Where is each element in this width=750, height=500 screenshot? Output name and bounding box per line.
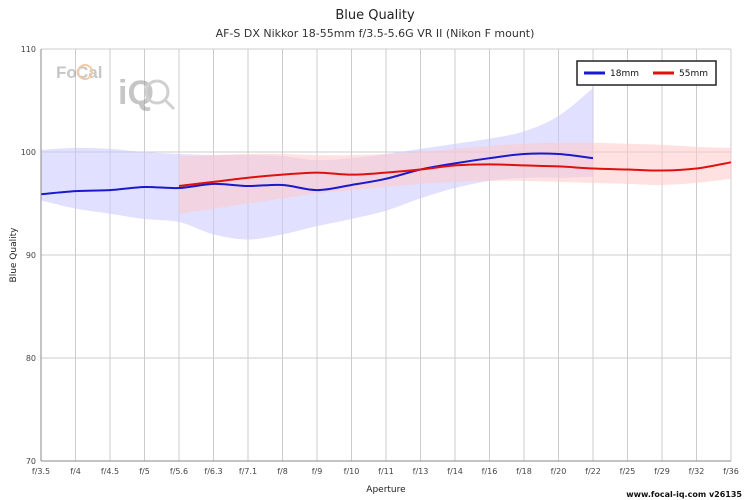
data-point-55mm bbox=[247, 177, 249, 179]
data-point-18mm bbox=[75, 190, 77, 192]
data-point-18mm bbox=[282, 184, 284, 186]
data-point-18mm bbox=[385, 178, 387, 180]
y-tick-label: 70 bbox=[26, 457, 36, 466]
data-point-18mm bbox=[558, 153, 560, 155]
data-point-55mm bbox=[385, 172, 387, 174]
x-tick-label: f/9 bbox=[312, 467, 323, 476]
data-point-55mm bbox=[282, 174, 284, 176]
x-tick-label: f/5 bbox=[139, 467, 150, 476]
axes: f/3.5 f/4 f/4.5 f/5 f/5.6 f/6.3 f/7.1 f/8 f/9 f/1… bbox=[21, 45, 739, 476]
logo-orange-ring bbox=[77, 64, 93, 80]
data-point-55mm bbox=[454, 165, 456, 167]
chart-subtitle: AF-S DX Nikkor 18-55mm f/3.5-5.6G VR II … bbox=[216, 27, 535, 40]
y-tick-label: 100 bbox=[21, 148, 36, 157]
data-point-55mm bbox=[558, 166, 560, 168]
band-55mm bbox=[179, 142, 731, 214]
data-point-18mm bbox=[454, 163, 456, 165]
x-tick-label: f/6.3 bbox=[204, 467, 222, 476]
data-point-55mm bbox=[351, 174, 353, 176]
series-lines bbox=[40, 152, 732, 196]
data-point-55mm bbox=[696, 168, 698, 170]
y-axis-label: Blue Quality bbox=[9, 227, 19, 283]
x-tick-label: f/36 bbox=[723, 467, 739, 476]
x-tick-label: f/10 bbox=[344, 467, 360, 476]
x-tick-label: f/18 bbox=[516, 467, 532, 476]
series-line-18mm bbox=[40, 152, 594, 196]
x-tick-label: f/29 bbox=[654, 467, 670, 476]
data-point-55mm bbox=[420, 169, 422, 171]
x-tick-label: f/32 bbox=[689, 467, 705, 476]
logo-magnifier-handle bbox=[163, 98, 176, 111]
logo-text-cal: Cal bbox=[76, 63, 102, 82]
x-tick-label: f/22 bbox=[585, 467, 601, 476]
x-tick-label: f/8 bbox=[277, 467, 288, 476]
x-tick-label: f/4.5 bbox=[101, 467, 119, 476]
x-tick-label: f/11 bbox=[378, 467, 394, 476]
data-point-18mm bbox=[109, 189, 111, 191]
x-tick-label: f/13 bbox=[413, 467, 429, 476]
data-point-55mm bbox=[213, 181, 215, 183]
data-point-18mm bbox=[178, 187, 180, 189]
data-point-55mm bbox=[178, 185, 180, 187]
chart-title: Blue Quality bbox=[335, 8, 415, 23]
data-point-18mm bbox=[489, 157, 491, 159]
legend-label-55mm: 55mm bbox=[679, 69, 708, 79]
logo-text-fo: Fo bbox=[56, 63, 77, 82]
data-point-55mm bbox=[523, 165, 525, 167]
y-tick-label: 90 bbox=[26, 251, 36, 260]
x-tick-label: f/5.6 bbox=[170, 467, 188, 476]
footer-watermark: www.focal-iq.com v26135 bbox=[626, 490, 742, 499]
data-point-18mm bbox=[351, 184, 353, 186]
x-tick-label: f/25 bbox=[620, 467, 636, 476]
x-tick-label: f/20 bbox=[551, 467, 567, 476]
y-tick-label: 110 bbox=[21, 45, 36, 54]
data-point-55mm bbox=[489, 164, 491, 166]
data-point-18mm bbox=[316, 189, 318, 191]
series-line-55mm bbox=[178, 161, 732, 187]
x-tick-label: f/3.5 bbox=[32, 467, 50, 476]
y-tick-label: 80 bbox=[26, 354, 36, 363]
data-point-18mm bbox=[523, 153, 525, 155]
data-point-55mm bbox=[627, 169, 629, 171]
data-point-18mm bbox=[592, 157, 594, 159]
grid bbox=[40, 48, 732, 462]
x-axis-label: Aperture bbox=[366, 485, 406, 495]
data-point-55mm bbox=[316, 172, 318, 174]
legend: 18mm 55mm bbox=[576, 60, 717, 86]
data-point-55mm bbox=[592, 168, 594, 170]
data-point-18mm bbox=[144, 186, 146, 188]
confidence-bands bbox=[41, 88, 731, 240]
data-point-18mm bbox=[213, 183, 215, 185]
data-point-55mm bbox=[730, 162, 732, 164]
logo-text-iq: iQ bbox=[118, 74, 154, 112]
data-point-18mm bbox=[247, 185, 249, 187]
x-tick-label: f/7.1 bbox=[239, 467, 257, 476]
data-point-55mm bbox=[661, 170, 663, 172]
logo-magnifier-icon bbox=[144, 79, 170, 105]
x-tick-label: f/14 bbox=[447, 467, 463, 476]
x-tick-label: f/4 bbox=[70, 467, 81, 476]
focal-iq-logo: Fo Cal iQ bbox=[56, 63, 176, 112]
legend-label-18mm: 18mm bbox=[610, 69, 639, 79]
x-tick-label: f/16 bbox=[482, 467, 498, 476]
